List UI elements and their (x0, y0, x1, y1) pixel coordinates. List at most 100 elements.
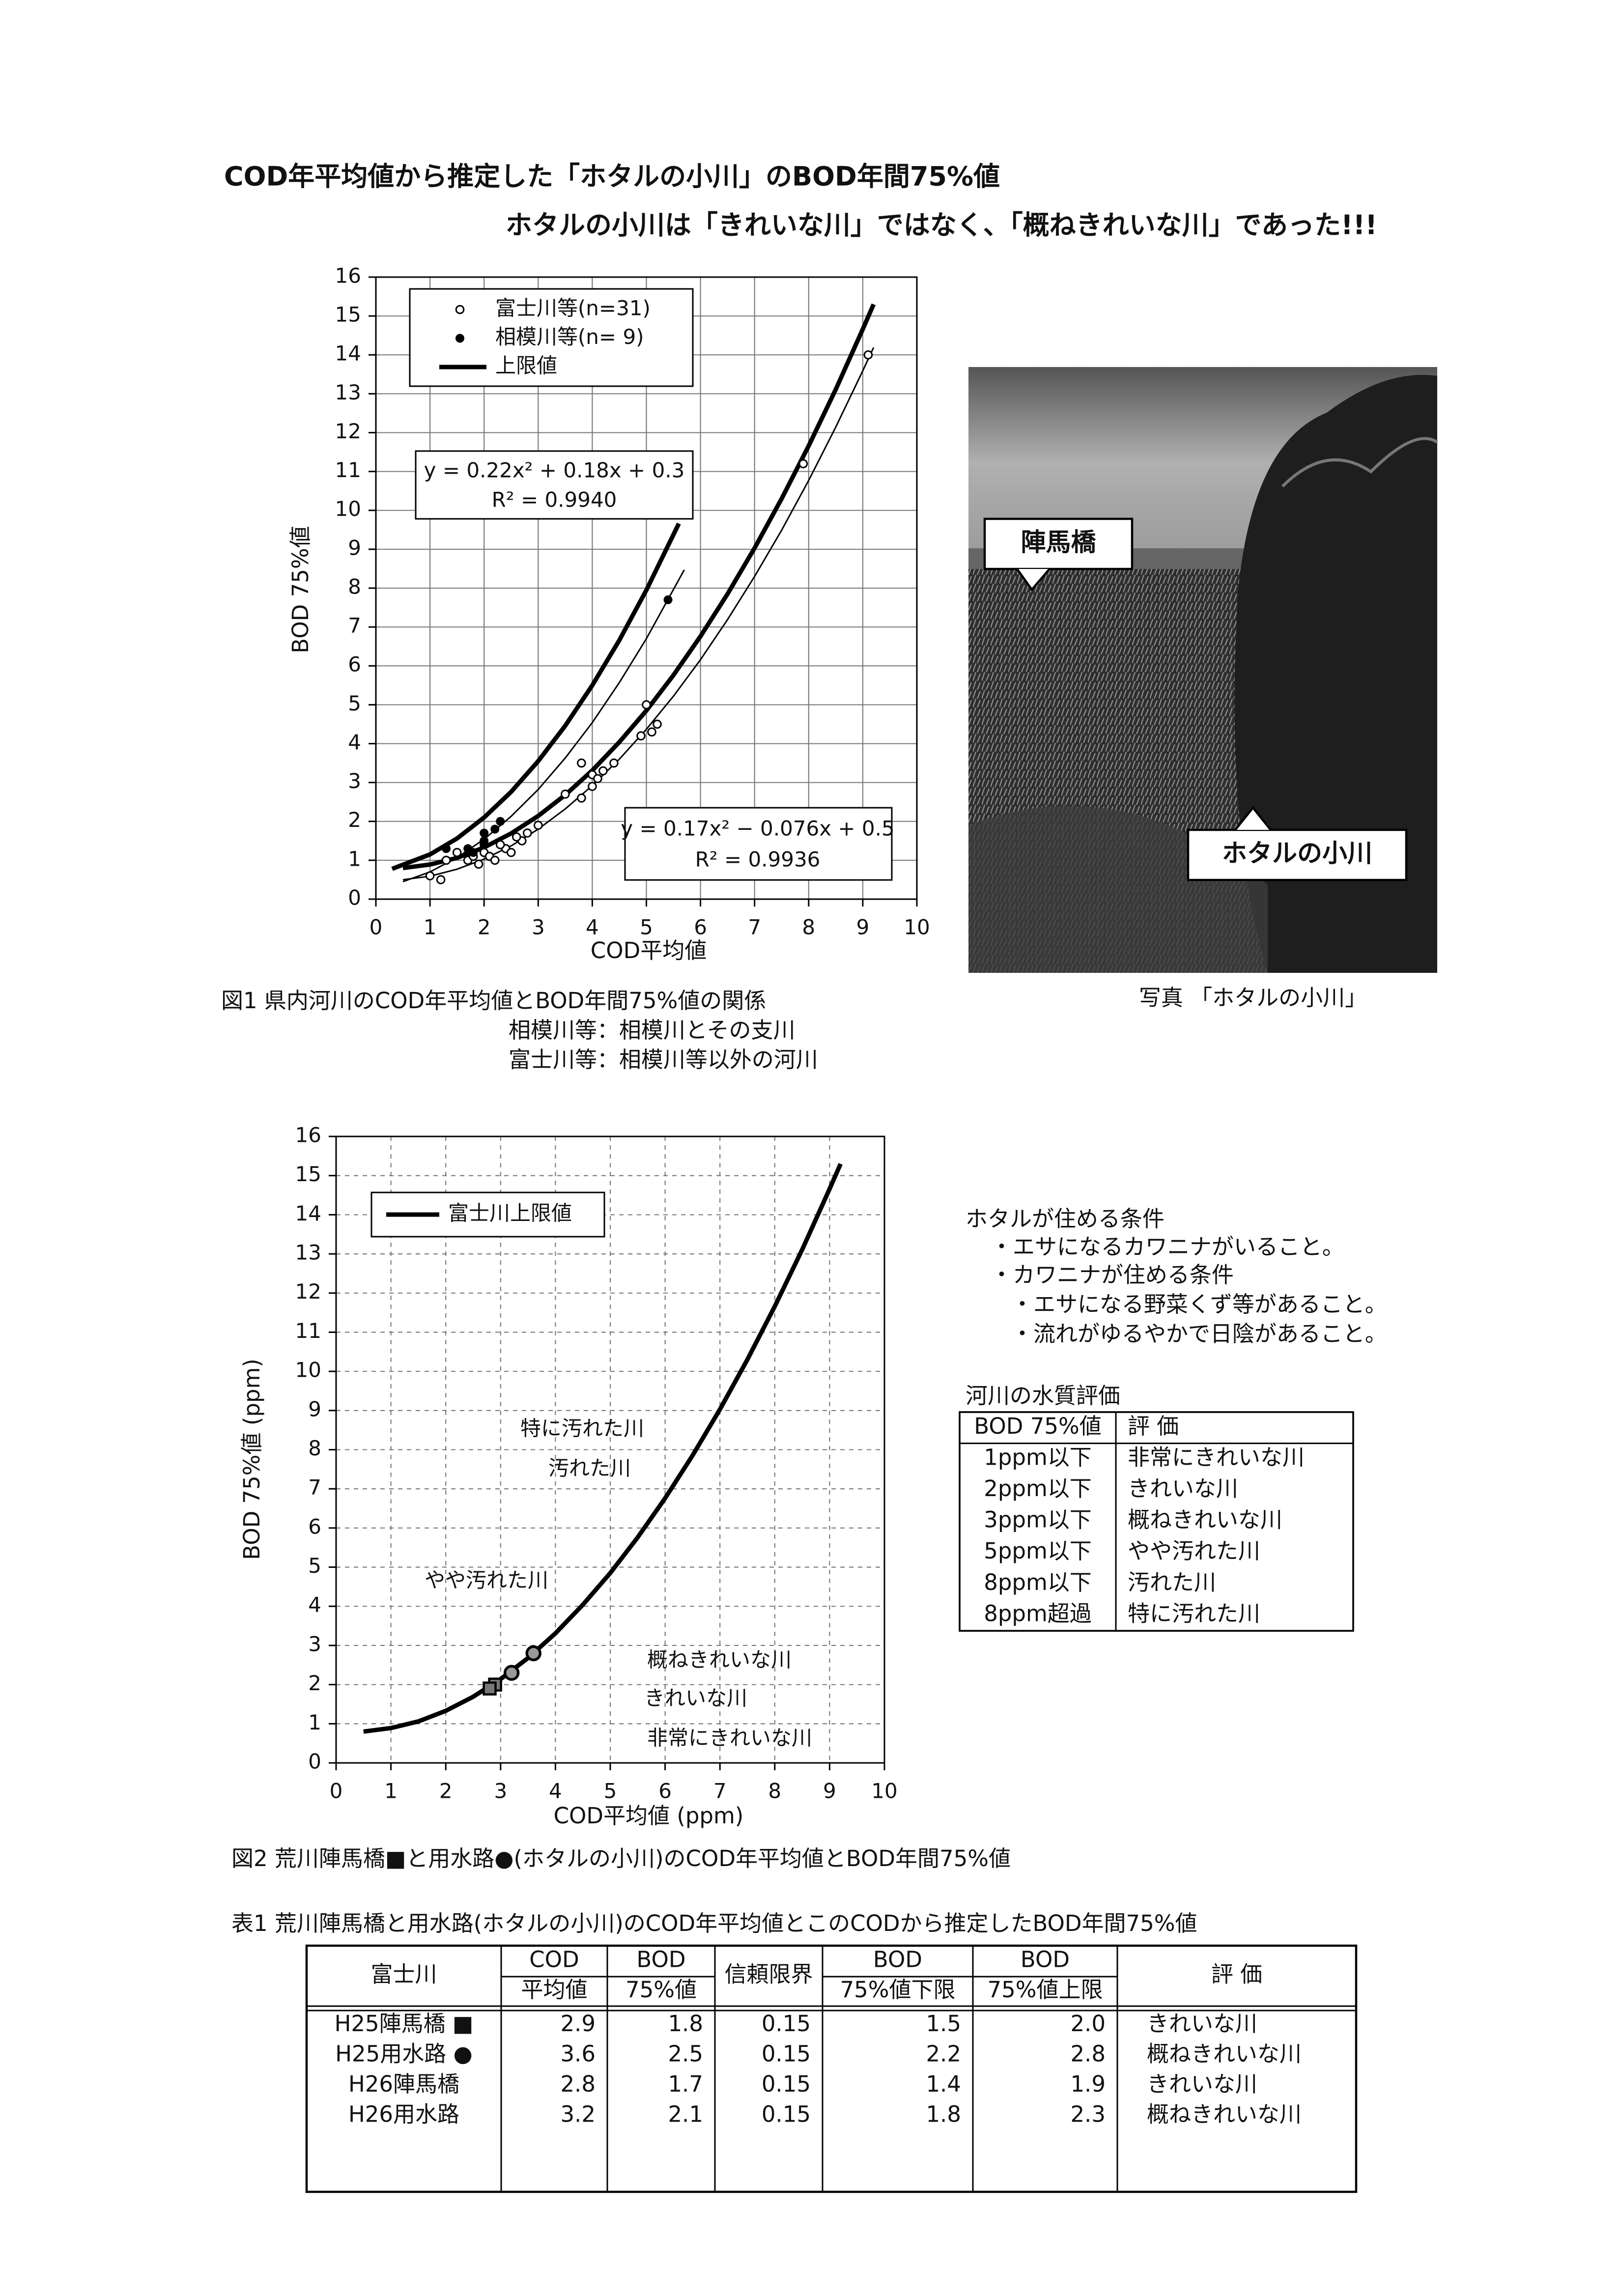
y-tick-label: 11 (335, 458, 361, 482)
annotation: y = 0.22x² + 0.18x + 0.3 (424, 458, 685, 482)
point (469, 848, 478, 857)
photo-label: 陣馬橋 (1021, 528, 1096, 557)
x-tick-label: 1 (384, 1779, 398, 1803)
x-tick-label: 7 (748, 915, 761, 939)
title: COD年平均値から推定した「ホタルの小川」のBOD年間75%値 (224, 161, 1000, 192)
table-title: 表1 荒川陣馬橋と用水路(ホタルの小川)のCOD年平均値とこのCODから推定した… (231, 1910, 1197, 1936)
y-tick-label: 16 (335, 263, 361, 287)
point (425, 871, 435, 880)
y-tick-label: 13 (335, 380, 361, 404)
point (442, 844, 451, 853)
point (522, 828, 532, 838)
table-cell: 1.5 (926, 2011, 961, 2037)
quality-table-title: 河川の水質評価 (966, 1383, 1120, 1409)
table-cell: 2.3 (1070, 2101, 1106, 2127)
table-cell: 2.2 (926, 2041, 961, 2067)
x-tick-label: 5 (604, 1779, 617, 1803)
table-cell: 8ppm以下 (984, 1569, 1092, 1595)
y-tick-label: 10 (295, 1358, 321, 1382)
point (436, 875, 446, 884)
point (647, 727, 656, 737)
annotation: 特に汚れた川 (520, 1416, 644, 1440)
annotation: 非常にきれいな川 (647, 1726, 812, 1750)
point (534, 821, 543, 830)
y-tick-label: 6 (308, 1514, 321, 1538)
y-tick-label: 11 (295, 1319, 321, 1343)
table-cell: 2.8 (560, 2071, 596, 2097)
table-header: 評 価 (1211, 1961, 1262, 1987)
axis-frame (375, 276, 918, 900)
x-tick-label: 6 (694, 915, 707, 939)
table-cell: 汚れた川 (1128, 1569, 1216, 1595)
table-cell: 2.0 (1070, 2011, 1106, 2037)
point (863, 350, 873, 360)
y-tick-label: 14 (335, 341, 361, 366)
point (495, 840, 505, 850)
table-cell: きれいな川 (1147, 2071, 1257, 2097)
table-header: BOD (873, 1946, 922, 1972)
conditions-item: ・流れがゆるやかで日陰があること。 (1011, 1321, 1387, 1347)
table-cell: 2.9 (560, 2011, 596, 2037)
subtitle: ホタルの小川は「きれいな川」ではなく、「概ねきれいな川」であった!!! (506, 210, 1377, 241)
table-cell: 3ppm以下 (984, 1507, 1092, 1533)
conditions-item: ・エサになる野菜くず等があること。 (1011, 1291, 1387, 1317)
x-tick-label: 7 (713, 1779, 727, 1803)
annotation: y = 0.17x² − 0.076x + 0.5 (621, 816, 894, 840)
table-cell: 0.15 (762, 2041, 811, 2067)
point (441, 855, 451, 865)
legend-label: 相模川等(n= 9) (495, 325, 644, 349)
y-tick-label: 6 (348, 652, 361, 677)
x-tick-label: 5 (640, 915, 653, 939)
annotation-box (415, 450, 694, 520)
annotation: 汚れた川 (548, 1456, 631, 1480)
annotation: やや汚れた川 (425, 1568, 548, 1592)
table-cell: きれいな川 (1128, 1475, 1238, 1502)
x-tick-label: 8 (802, 915, 815, 939)
table-header: 75%値上限 (988, 1977, 1103, 2003)
table-cell: 1ppm以下 (984, 1444, 1092, 1470)
point (653, 719, 662, 729)
y-tick-label: 2 (348, 808, 361, 832)
y-tick-label: 2 (308, 1671, 321, 1695)
curve (391, 522, 681, 871)
table-header: COD (529, 1946, 579, 1972)
y-tick-label: 9 (348, 536, 361, 560)
curve (363, 1162, 843, 1734)
point (642, 700, 651, 709)
table-cell: 1.7 (668, 2071, 703, 2097)
y-tick-label: 1 (348, 847, 361, 871)
point (525, 1645, 541, 1662)
y-tick-label: 0 (348, 885, 361, 909)
table-cell: H25用水路 ● (335, 2041, 473, 2067)
annotation: R² = 0.9936 (695, 847, 821, 871)
table-cell: H25陣馬橋 ■ (335, 2011, 474, 2037)
x-tick-label: 0 (369, 915, 383, 939)
point (577, 758, 586, 768)
table-cell: 2.5 (668, 2041, 703, 2067)
y-tick-label: 13 (295, 1241, 321, 1265)
table-cell: 1.8 (926, 2101, 961, 2127)
table-header: BOD 75%値 (974, 1413, 1101, 1439)
table-header: 75%値下限 (840, 1977, 956, 2003)
table-cell: 1.8 (668, 2011, 703, 2037)
table-header: 信頼限界 (725, 1961, 813, 1987)
x-tick-label: 6 (658, 1779, 672, 1803)
point (593, 774, 602, 784)
point (506, 848, 516, 857)
legend-label: 上限値 (495, 353, 557, 377)
point (798, 459, 808, 469)
table-cell: 5ppm以下 (984, 1538, 1092, 1564)
y-tick-label: 15 (295, 1162, 321, 1186)
point (452, 848, 462, 857)
x-tick-label: 2 (439, 1779, 453, 1803)
table-header: BOD (1021, 1946, 1070, 1972)
point (663, 595, 673, 604)
point (455, 305, 465, 314)
conditions-title: ホタルが住める条件 (966, 1206, 1165, 1232)
point (490, 824, 500, 834)
y-tick-label: 10 (335, 497, 361, 521)
y-tick-label: 5 (348, 691, 361, 715)
table-cell: 1.4 (926, 2071, 961, 2097)
x-tick-label: 10 (871, 1779, 897, 1803)
table-cell: 特に汚れた川 (1128, 1600, 1260, 1626)
